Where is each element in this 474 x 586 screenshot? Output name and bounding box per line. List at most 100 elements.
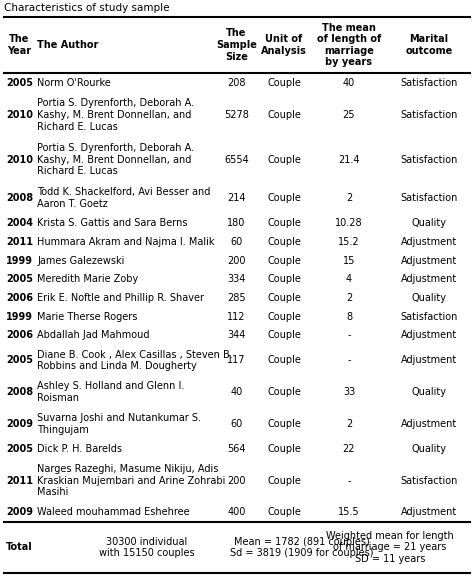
Text: 214: 214 (227, 193, 246, 203)
Text: 22: 22 (343, 444, 355, 454)
Text: Todd K. Shackelford, Avi Besser and
Aaron T. Goetz: Todd K. Shackelford, Avi Besser and Aaro… (37, 187, 210, 209)
Text: Couple: Couple (267, 293, 301, 303)
Text: The Author: The Author (37, 40, 99, 50)
Text: 60: 60 (230, 419, 243, 429)
Text: 2009: 2009 (6, 419, 33, 429)
Text: 40: 40 (343, 79, 355, 88)
Text: 2009: 2009 (6, 507, 33, 517)
Text: Unit of
Analysis: Unit of Analysis (261, 34, 307, 56)
Text: Adjustment: Adjustment (401, 237, 457, 247)
Text: 2008: 2008 (6, 193, 33, 203)
Text: 15.2: 15.2 (338, 237, 360, 247)
Text: Total: Total (6, 543, 33, 553)
Text: Adjustment: Adjustment (401, 255, 457, 265)
Text: Hummara Akram and Najma I. Malik: Hummara Akram and Najma I. Malik (37, 237, 215, 247)
Text: Adjustment: Adjustment (401, 331, 457, 340)
Text: Couple: Couple (267, 312, 301, 322)
Text: 112: 112 (227, 312, 246, 322)
Text: The
Sample
Size: The Sample Size (216, 28, 257, 62)
Text: Satisfaction: Satisfaction (401, 155, 458, 165)
Text: Norm O'Rourke: Norm O'Rourke (37, 79, 111, 88)
Text: 6554: 6554 (224, 155, 249, 165)
Text: Couple: Couple (267, 331, 301, 340)
Text: 2004: 2004 (6, 218, 33, 228)
Text: The mean
of length of
marriage
by years: The mean of length of marriage by years (317, 23, 381, 67)
Text: Waleed mouhammad Eshehree: Waleed mouhammad Eshehree (37, 507, 190, 517)
Text: Couple: Couple (267, 356, 301, 366)
Text: Characteristics of study sample: Characteristics of study sample (4, 3, 170, 13)
Text: 285: 285 (227, 293, 246, 303)
Text: Couple: Couple (267, 110, 301, 120)
Text: Couple: Couple (267, 193, 301, 203)
Text: 564: 564 (227, 444, 246, 454)
Text: The
Year: The Year (8, 34, 32, 56)
Text: 21.4: 21.4 (338, 155, 360, 165)
Text: 1999: 1999 (6, 255, 33, 265)
Text: -: - (347, 331, 351, 340)
Text: Suvarna Joshi and Nutankumar S.
Thingujam: Suvarna Joshi and Nutankumar S. Thinguja… (37, 413, 201, 435)
Text: 15: 15 (343, 255, 355, 265)
Text: 5278: 5278 (224, 110, 249, 120)
Text: 2005: 2005 (6, 79, 33, 88)
Text: 30300 individual
with 15150 couples: 30300 individual with 15150 couples (99, 537, 194, 558)
Text: Adjustment: Adjustment (401, 274, 457, 284)
Text: 33: 33 (343, 387, 355, 397)
Text: 2005: 2005 (6, 444, 33, 454)
Text: Abdallah Jad Mahmoud: Abdallah Jad Mahmoud (37, 331, 149, 340)
Text: 15.5: 15.5 (338, 507, 360, 517)
Text: Erik E. Noftle and Phillip R. Shaver: Erik E. Noftle and Phillip R. Shaver (37, 293, 204, 303)
Text: Couple: Couple (267, 237, 301, 247)
Text: Portia S. Dyrenforth, Deborah A.
Kashy, M. Brent Donnellan, and
Richard E. Lucas: Portia S. Dyrenforth, Deborah A. Kashy, … (37, 143, 194, 176)
Text: 60: 60 (230, 237, 243, 247)
Text: Quality: Quality (411, 293, 447, 303)
Text: 400: 400 (228, 507, 246, 517)
Text: Couple: Couple (267, 255, 301, 265)
Text: 200: 200 (227, 476, 246, 486)
Text: Couple: Couple (267, 387, 301, 397)
Text: 2011: 2011 (6, 237, 33, 247)
Text: 117: 117 (227, 356, 246, 366)
Text: 208: 208 (227, 79, 246, 88)
Text: 2: 2 (346, 419, 352, 429)
Text: 2006: 2006 (6, 331, 33, 340)
Text: Couple: Couple (267, 274, 301, 284)
Text: Satisfaction: Satisfaction (401, 312, 458, 322)
Text: Couple: Couple (267, 507, 301, 517)
Text: Weighted mean for length
of marriage = 21 years
SD = 11 years: Weighted mean for length of marriage = 2… (326, 531, 454, 564)
Text: Couple: Couple (267, 218, 301, 228)
Text: Couple: Couple (267, 155, 301, 165)
Text: 334: 334 (228, 274, 246, 284)
Text: James Galezewski: James Galezewski (37, 255, 124, 265)
Text: 2011: 2011 (6, 476, 33, 486)
Text: Krista S. Gattis and Sara Berns: Krista S. Gattis and Sara Berns (37, 218, 188, 228)
Text: Couple: Couple (267, 419, 301, 429)
Text: 10.28: 10.28 (335, 218, 363, 228)
Text: -: - (347, 356, 351, 366)
Text: 2005: 2005 (6, 356, 33, 366)
Text: 8: 8 (346, 312, 352, 322)
Text: 2010: 2010 (6, 110, 33, 120)
Text: 2: 2 (346, 293, 352, 303)
Text: Satisfaction: Satisfaction (401, 110, 458, 120)
Text: Quality: Quality (411, 218, 447, 228)
Text: 4: 4 (346, 274, 352, 284)
Text: 200: 200 (227, 255, 246, 265)
Text: Dick P. H. Barelds: Dick P. H. Barelds (37, 444, 122, 454)
Text: 25: 25 (343, 110, 355, 120)
Text: Satisfaction: Satisfaction (401, 193, 458, 203)
Text: Diane B. Cook , Alex Casillas , Steven B.
Robbins and Linda M. Dougherty: Diane B. Cook , Alex Casillas , Steven B… (37, 350, 233, 371)
Text: 1999: 1999 (6, 312, 33, 322)
Text: Marital
outcome: Marital outcome (405, 34, 453, 56)
Text: Couple: Couple (267, 444, 301, 454)
Text: Ashley S. Holland and Glenn I.
Roisman: Ashley S. Holland and Glenn I. Roisman (37, 381, 184, 403)
Text: Satisfaction: Satisfaction (401, 476, 458, 486)
Text: Adjustment: Adjustment (401, 419, 457, 429)
Text: Marie Therse Rogers: Marie Therse Rogers (37, 312, 137, 322)
Text: 180: 180 (228, 218, 246, 228)
Text: Adjustment: Adjustment (401, 356, 457, 366)
Text: Meredith Marie Zoby: Meredith Marie Zoby (37, 274, 138, 284)
Text: Mean = 1782 (891 couples)
Sd = 3819 (1909 for couples): Mean = 1782 (891 couples) Sd = 3819 (190… (230, 537, 373, 558)
Text: Couple: Couple (267, 79, 301, 88)
Text: 2008: 2008 (6, 387, 33, 397)
Text: -: - (347, 476, 351, 486)
